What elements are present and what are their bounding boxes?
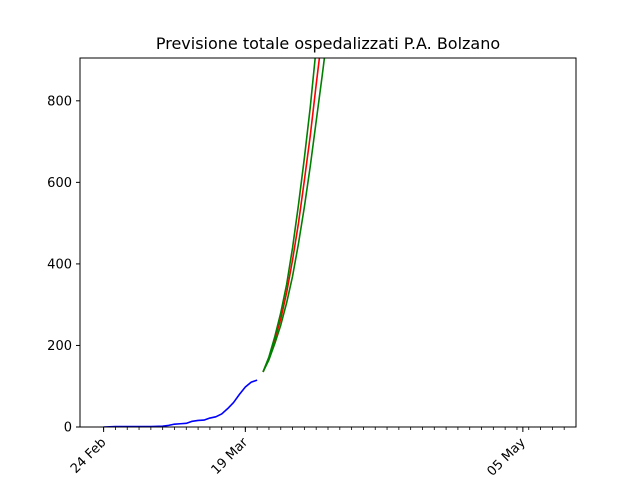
y-tick-label: 200 (47, 339, 72, 354)
y-tick-label: 400 (47, 257, 72, 272)
y-tick-label: 0 (64, 421, 72, 436)
x-tick-label: 05 May (484, 435, 528, 479)
series-line-0 (103, 379, 258, 427)
x-tick-label: 19 Mar (209, 435, 252, 478)
x-tick-label: 24 Feb (68, 435, 110, 477)
series-line-1 (262, 58, 321, 373)
y-tick-label: 600 (47, 176, 72, 191)
plot-frame (79, 57, 577, 428)
y-tick-label: 800 (47, 94, 72, 109)
series-line-3 (262, 58, 326, 373)
series-line-2 (262, 58, 316, 373)
chart-title: Previsione totale ospedalizzati P.A. Bol… (156, 34, 500, 53)
